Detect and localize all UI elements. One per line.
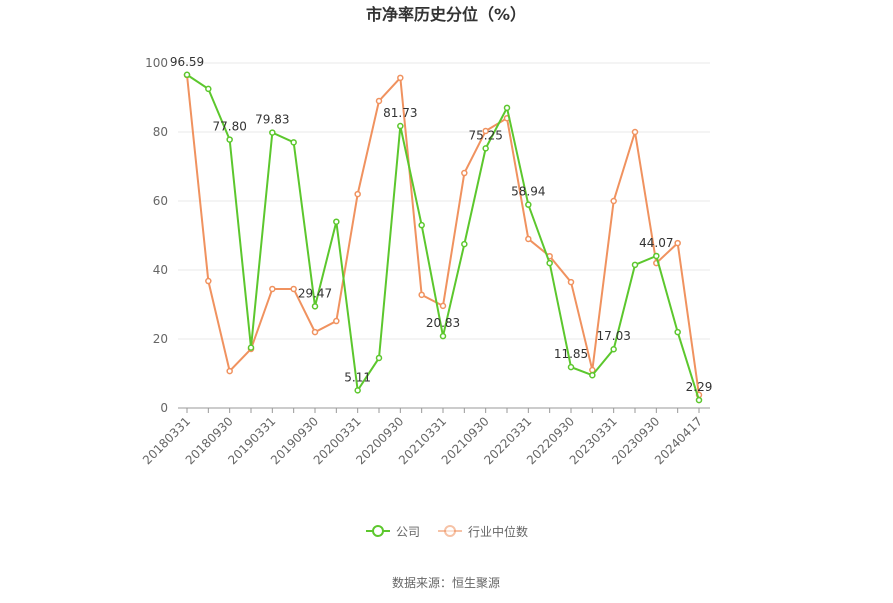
value-label: 79.83 [255, 113, 289, 127]
point [631, 128, 639, 136]
value-label: 5.11 [344, 370, 371, 384]
point [205, 85, 212, 93]
source: 数据来源：恒生聚源 [392, 575, 500, 590]
point [183, 71, 191, 79]
point [269, 285, 276, 293]
legend-label: 行业中位数 [468, 524, 528, 539]
point [333, 218, 340, 225]
value-label: 20.83 [426, 316, 460, 330]
value-label: 81.73 [383, 106, 417, 120]
chart-title: 市净率历史分位（%） [366, 5, 526, 24]
point [503, 104, 511, 112]
point [226, 367, 233, 375]
point [461, 240, 468, 248]
point [247, 344, 255, 351]
point [482, 127, 489, 135]
point [375, 97, 383, 105]
point [653, 252, 660, 260]
point [290, 139, 297, 146]
point [269, 129, 276, 136]
value-label: 75.25 [468, 128, 502, 142]
value-label: 2.29 [686, 380, 713, 394]
point [610, 345, 617, 353]
point [610, 197, 617, 205]
point [397, 74, 404, 82]
point [375, 354, 383, 362]
value-label: 58.94 [511, 185, 545, 199]
point [695, 396, 703, 404]
y-tick-label: 80 [153, 125, 168, 139]
y-tick-label: 100 [145, 56, 168, 70]
point [674, 328, 681, 336]
legend-label: 公司 [396, 525, 420, 539]
point [311, 303, 319, 310]
point [631, 261, 639, 269]
y-tick-label: 0 [160, 401, 168, 415]
point [333, 317, 340, 325]
point [567, 278, 575, 286]
legend-item: 行业中位数 [438, 524, 528, 539]
legend-marker [372, 525, 384, 537]
value-label: 29.47 [298, 286, 332, 300]
point [290, 285, 297, 293]
point [546, 259, 553, 267]
point [589, 371, 596, 379]
y-tick-label: 20 [153, 332, 168, 346]
point [205, 277, 212, 285]
legend-item: 公司 [366, 525, 420, 539]
point [567, 363, 575, 371]
point [461, 169, 468, 177]
point [311, 328, 319, 336]
value-label: 11.85 [554, 347, 588, 361]
value-label: 96.59 [170, 55, 204, 69]
point [482, 145, 489, 152]
legend-marker [444, 525, 457, 537]
point [354, 387, 361, 394]
point [418, 221, 425, 229]
point [525, 235, 532, 243]
point [525, 201, 532, 208]
point [439, 332, 447, 340]
point [354, 190, 361, 198]
value-label: 17.03 [596, 329, 630, 343]
value-label: 44.07 [639, 236, 673, 250]
point [397, 122, 404, 130]
y-tick-label: 60 [153, 194, 168, 208]
point [439, 302, 447, 310]
point [226, 136, 233, 143]
point [674, 239, 681, 247]
point [418, 291, 425, 299]
value-label: 77.80 [212, 120, 246, 134]
y-tick-label: 40 [153, 263, 168, 277]
